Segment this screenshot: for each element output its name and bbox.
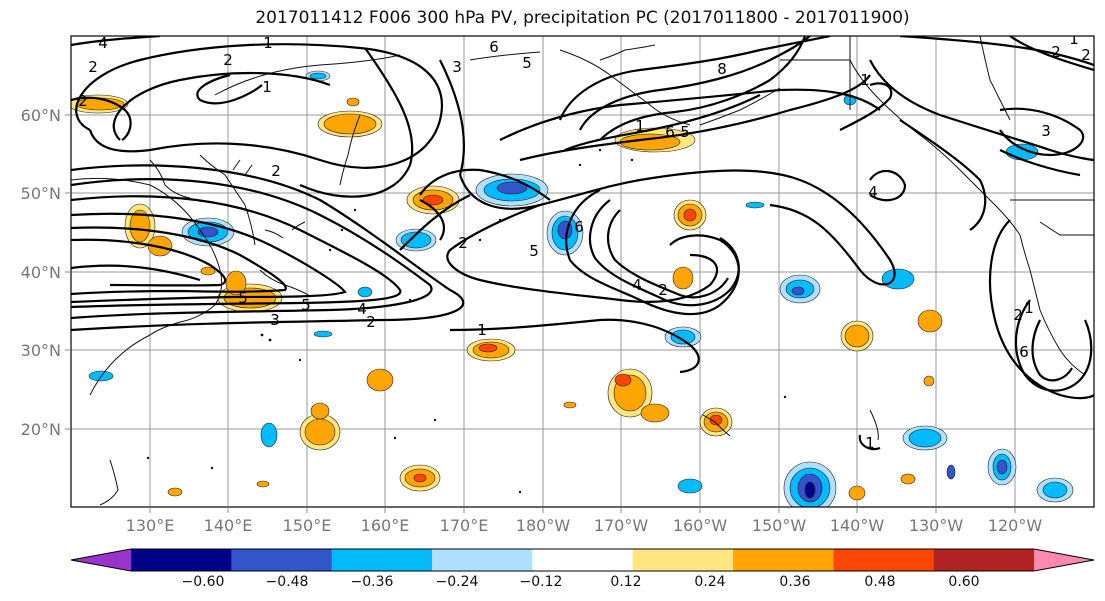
contour-label: 1	[1024, 299, 1034, 317]
colorbar-cell	[331, 549, 433, 571]
contour-label: 2	[88, 58, 98, 76]
contour-label: 5	[529, 242, 539, 260]
contour-label: 3	[452, 58, 462, 76]
contour-label: 8	[717, 60, 727, 78]
colorbar-cell	[733, 549, 834, 571]
lon-label: 140°E	[204, 516, 253, 535]
contour-label: 3	[270, 311, 280, 329]
lon-label: 130°W	[909, 516, 964, 535]
colorbar-tick-label: −0.24	[436, 574, 479, 590]
contour-label: 6	[665, 123, 675, 141]
contour-label: 4	[868, 183, 878, 201]
contour-label: 1	[1069, 30, 1079, 48]
colorbar-tick-label: 0.36	[779, 574, 810, 590]
colorbar-tick-labels: −0.60 −0.48 −0.36 −0.24 −0.12 0.12 0.24 …	[182, 574, 980, 590]
colorbar-tick-label: 0.60	[948, 574, 979, 590]
pv-contours	[71, 36, 1094, 451]
lat-label: 60°N	[21, 106, 61, 125]
colorbar-tick-label: 0.12	[610, 574, 641, 590]
contour-label: 2	[78, 92, 88, 110]
colorbar-extend-high	[1034, 549, 1094, 571]
colorbar-tick-label: −0.48	[266, 574, 309, 590]
contour-label: 5	[301, 296, 311, 314]
contour-label: 5	[680, 123, 690, 141]
lon-label: 170°E	[440, 516, 489, 535]
lon-label: 150°W	[752, 516, 807, 535]
lon-label: 160°E	[361, 516, 410, 535]
contour-label: 1	[262, 78, 272, 96]
contour-label: 4	[632, 276, 642, 294]
colorbar-cell	[833, 549, 935, 571]
contour-label: 6	[489, 38, 499, 56]
contour-label: 1	[865, 434, 875, 452]
map-title: 2017011412 F006 300 hPa PV, precipitatio…	[255, 8, 910, 28]
contour-label: 6	[574, 218, 584, 236]
latitude-labels: 60°N 50°N 40°N 30°N 20°N	[21, 106, 61, 439]
colorbar-cell	[933, 549, 1035, 571]
lat-label: 30°N	[21, 341, 61, 360]
colorbar-cell	[632, 549, 734, 571]
contour-label: 2	[1013, 306, 1023, 324]
contour-label: 3	[1041, 122, 1051, 140]
longitude-labels: 130°E 140°E 150°E 160°E 170°E 180°W 170°…	[126, 516, 1043, 535]
contour-label: 1	[635, 117, 645, 135]
lat-label: 20°N	[21, 420, 61, 439]
contour-label: 2	[458, 234, 468, 252]
lon-label: 130°E	[126, 516, 175, 535]
contour-label: 5	[238, 289, 248, 307]
axis-ticks	[65, 114, 1016, 513]
contour-label: 1	[860, 71, 870, 89]
colorbar-tick-label: −0.12	[520, 574, 563, 590]
colorbar	[70, 548, 1095, 572]
contour-label: 2	[1051, 43, 1061, 61]
contour-label: 4	[98, 34, 108, 52]
contour-label: 6	[1019, 343, 1029, 361]
contour-label: 2	[1081, 46, 1091, 64]
contour-label: 2	[271, 162, 281, 180]
colorbar-tick-label: −0.60	[182, 574, 225, 590]
lon-label: 180°W	[516, 516, 571, 535]
lon-label: 170°W	[594, 516, 649, 535]
colorbar-cell	[432, 549, 533, 571]
contour-labels: 2 4 1 2 6 5 3 8 1 6 5 1 3 2 2 5 6 2 1 5	[78, 30, 1091, 452]
lon-label: 140°W	[830, 516, 885, 535]
lat-label: 50°N	[21, 184, 61, 203]
colorbar-tick-label: 0.48	[864, 574, 895, 590]
colorbar-cell	[131, 549, 232, 571]
colorbar-cell	[532, 549, 634, 571]
contour-label: 2	[658, 281, 668, 299]
precipitation-anomaly-layer	[71, 70, 1074, 507]
contour-label: 5	[522, 54, 532, 72]
contour-label: 1	[263, 34, 273, 52]
contour-label: 2	[366, 313, 376, 331]
colorbar-outline	[70, 548, 1095, 572]
contour-label: 1	[477, 321, 487, 339]
lon-label: 160°W	[673, 516, 728, 535]
lat-label: 40°N	[21, 263, 61, 282]
colorbar-tick-label: −0.36	[351, 574, 394, 590]
colorbar-extend-low	[71, 549, 131, 571]
lon-label: 150°E	[283, 516, 332, 535]
colorbar-tick-label: 0.24	[694, 574, 725, 590]
contour-label: 4	[357, 300, 367, 318]
lon-label: 120°W	[988, 516, 1043, 535]
contour-label: 2	[223, 51, 233, 69]
colorbar-cell	[231, 549, 333, 571]
